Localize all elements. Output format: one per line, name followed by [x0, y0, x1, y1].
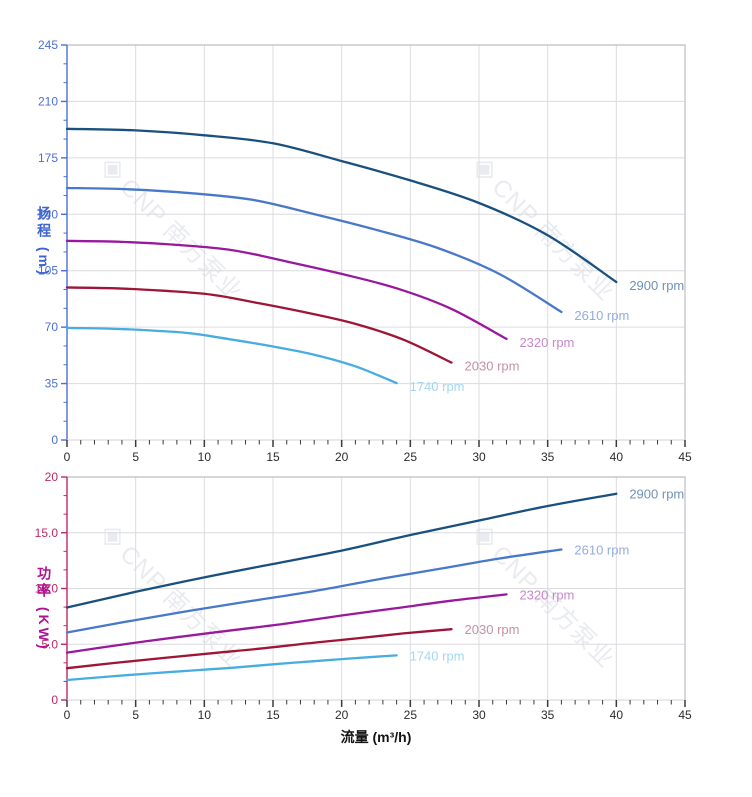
y-axis: 0 35 70 105 140 175 210 245 — [38, 38, 68, 447]
y-tick-label: 5.0 — [41, 637, 58, 651]
head-axis-title: 扬程 (m) — [36, 206, 53, 278]
head-curve-chart: 0 35 70 105 140 175 210 245 0 5 10 15 20 25 30 35 40 45 29… — [38, 38, 692, 464]
x-axis: 0 5 10 15 20 25 30 35 40 45 — [64, 699, 692, 722]
x-tick-label: 20 — [335, 450, 349, 464]
curve-label-2030-rpm: 2030 rpm — [465, 622, 520, 637]
x-tick-label: 30 — [472, 450, 486, 464]
x-tick-label: 0 — [64, 708, 71, 722]
curve-2610-rpm — [65, 548, 563, 634]
x-tick-label: 25 — [404, 708, 418, 722]
curve-2320-rpm — [65, 239, 508, 341]
y-tick-label: 0 — [51, 433, 58, 447]
y-tick-label: 0 — [51, 693, 58, 707]
curve-2900-rpm — [65, 127, 618, 284]
flow-axis-title: 流量 (m³/h) — [340, 729, 412, 745]
curve-label-2610-rpm: 2610 rpm — [574, 308, 629, 323]
y-tick-label: 210 — [38, 94, 58, 108]
curve-2320-rpm — [65, 593, 508, 654]
plot-border — [67, 476, 686, 700]
curve-label-2030-rpm: 2030 rpm — [465, 359, 520, 374]
y-tick-label: 20 — [45, 470, 59, 484]
x-tick-label: 20 — [335, 708, 349, 722]
curve-2900-rpm — [65, 492, 618, 609]
y-tick-label: 10.0 — [35, 582, 59, 596]
y-tick-label: 140 — [38, 207, 58, 221]
x-tick-label: 10 — [198, 708, 212, 722]
y-tick-label: 15.0 — [35, 526, 59, 540]
grid — [67, 45, 685, 440]
x-tick-label: 30 — [472, 708, 486, 722]
y-tick-label: 70 — [45, 320, 59, 334]
x-tick-label: 45 — [678, 450, 692, 464]
x-axis: 0 5 10 15 20 25 30 35 40 45 — [64, 439, 692, 464]
y-tick-label: 35 — [45, 377, 59, 391]
x-tick-label: 40 — [610, 450, 624, 464]
y-tick-label: 245 — [38, 38, 58, 52]
x-tick-label: 45 — [678, 708, 692, 722]
curve-label-2900-rpm: 2900 rpm — [629, 487, 684, 502]
curve-label-2610-rpm: 2610 rpm — [574, 542, 629, 557]
x-tick-label: 5 — [132, 450, 139, 464]
grid — [67, 477, 685, 700]
curve-2610-rpm — [65, 186, 563, 314]
y-tick-label: 105 — [38, 264, 58, 278]
curve-1740-rpm — [65, 326, 398, 385]
x-tick-label: 40 — [610, 708, 624, 722]
x-tick-label: 15 — [266, 450, 280, 464]
curve-2030-rpm — [65, 628, 453, 670]
x-tick-label: 10 — [198, 450, 212, 464]
x-tick-label: 15 — [266, 708, 280, 722]
x-tick-label: 35 — [541, 708, 555, 722]
x-tick-label: 35 — [541, 450, 555, 464]
y-tick-label: 175 — [38, 151, 58, 165]
power-axis-title: 功率 (KW) — [36, 566, 53, 652]
power-curve-chart: 0 5.0 10.0 15.0 20 0 5 10 15 20 25 30 35 40 45 2900 rpm… — [35, 470, 692, 722]
curve-label-1740-rpm: 1740 rpm — [410, 379, 465, 394]
curve-2030-rpm — [65, 286, 453, 364]
curve-label-1740-rpm: 1740 rpm — [410, 648, 465, 663]
x-tick-label: 0 — [64, 450, 71, 464]
x-tick-label: 25 — [404, 450, 418, 464]
curve-label-2320-rpm: 2320 rpm — [519, 587, 574, 602]
x-tick-label: 5 — [132, 708, 139, 722]
curve-1740-rpm — [65, 654, 398, 682]
curve-label-2320-rpm: 2320 rpm — [519, 335, 574, 350]
plot-border — [67, 44, 686, 440]
curve-label-2900-rpm: 2900 rpm — [629, 278, 684, 293]
y-axis: 0 5.0 10.0 15.0 20 — [35, 470, 68, 707]
